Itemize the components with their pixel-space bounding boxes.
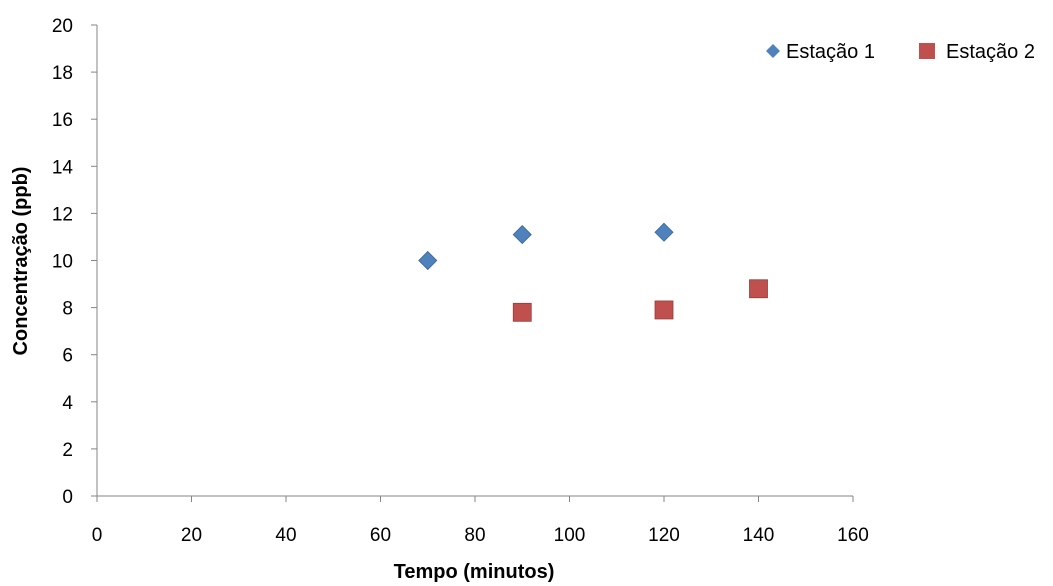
y-tick-label: 14 [52, 157, 74, 178]
x-tick-label: 20 [181, 525, 202, 546]
data-point-series-2 [749, 279, 768, 299]
x-tick-label: 40 [275, 525, 296, 546]
y-axis-ticks: 0 2 4 6 8 10 12 14 16 18 20 [52, 16, 97, 508]
legend-label: Estação 2 [946, 41, 1035, 63]
x-tick-label: 60 [370, 525, 391, 546]
x-tick-label: 120 [648, 525, 680, 546]
x-tick-label: 100 [554, 525, 586, 546]
y-axis-title: Concentração (ppb) [10, 167, 32, 356]
y-tick-label: 20 [52, 16, 73, 37]
x-tick-label: 160 [837, 525, 869, 546]
legend-marker-diamond [766, 44, 780, 58]
y-tick-label: 8 [62, 299, 73, 320]
data-point-series-1 [512, 225, 532, 245]
y-tick-label: 12 [52, 204, 73, 225]
y-tick-label: 2 [62, 440, 73, 461]
x-tick-label: 80 [464, 525, 485, 546]
x-tick-label: 0 [92, 525, 103, 546]
data-point-series-2 [654, 300, 674, 320]
x-axis-ticks: 0 20 40 60 80 100 120 140 160 [92, 496, 869, 546]
y-tick-label: 0 [62, 487, 73, 508]
y-tick-label: 10 [52, 252, 73, 273]
legend-label: Estação 1 [786, 41, 875, 63]
data-point-series-1 [418, 250, 438, 271]
x-tick-label: 140 [743, 525, 775, 546]
data-point-series-1 [654, 222, 674, 242]
y-tick-label: 16 [52, 110, 73, 131]
legend-marker-square [919, 43, 935, 59]
x-axis-title: Tempo (minutos) [394, 561, 555, 583]
y-tick-label: 18 [52, 63, 73, 84]
y-tick-label: 6 [62, 346, 73, 367]
data-points [418, 222, 768, 322]
y-tick-label: 4 [62, 393, 73, 414]
data-point-series-2 [512, 302, 532, 322]
legend: Estação 1 Estação 2 [766, 41, 1035, 63]
